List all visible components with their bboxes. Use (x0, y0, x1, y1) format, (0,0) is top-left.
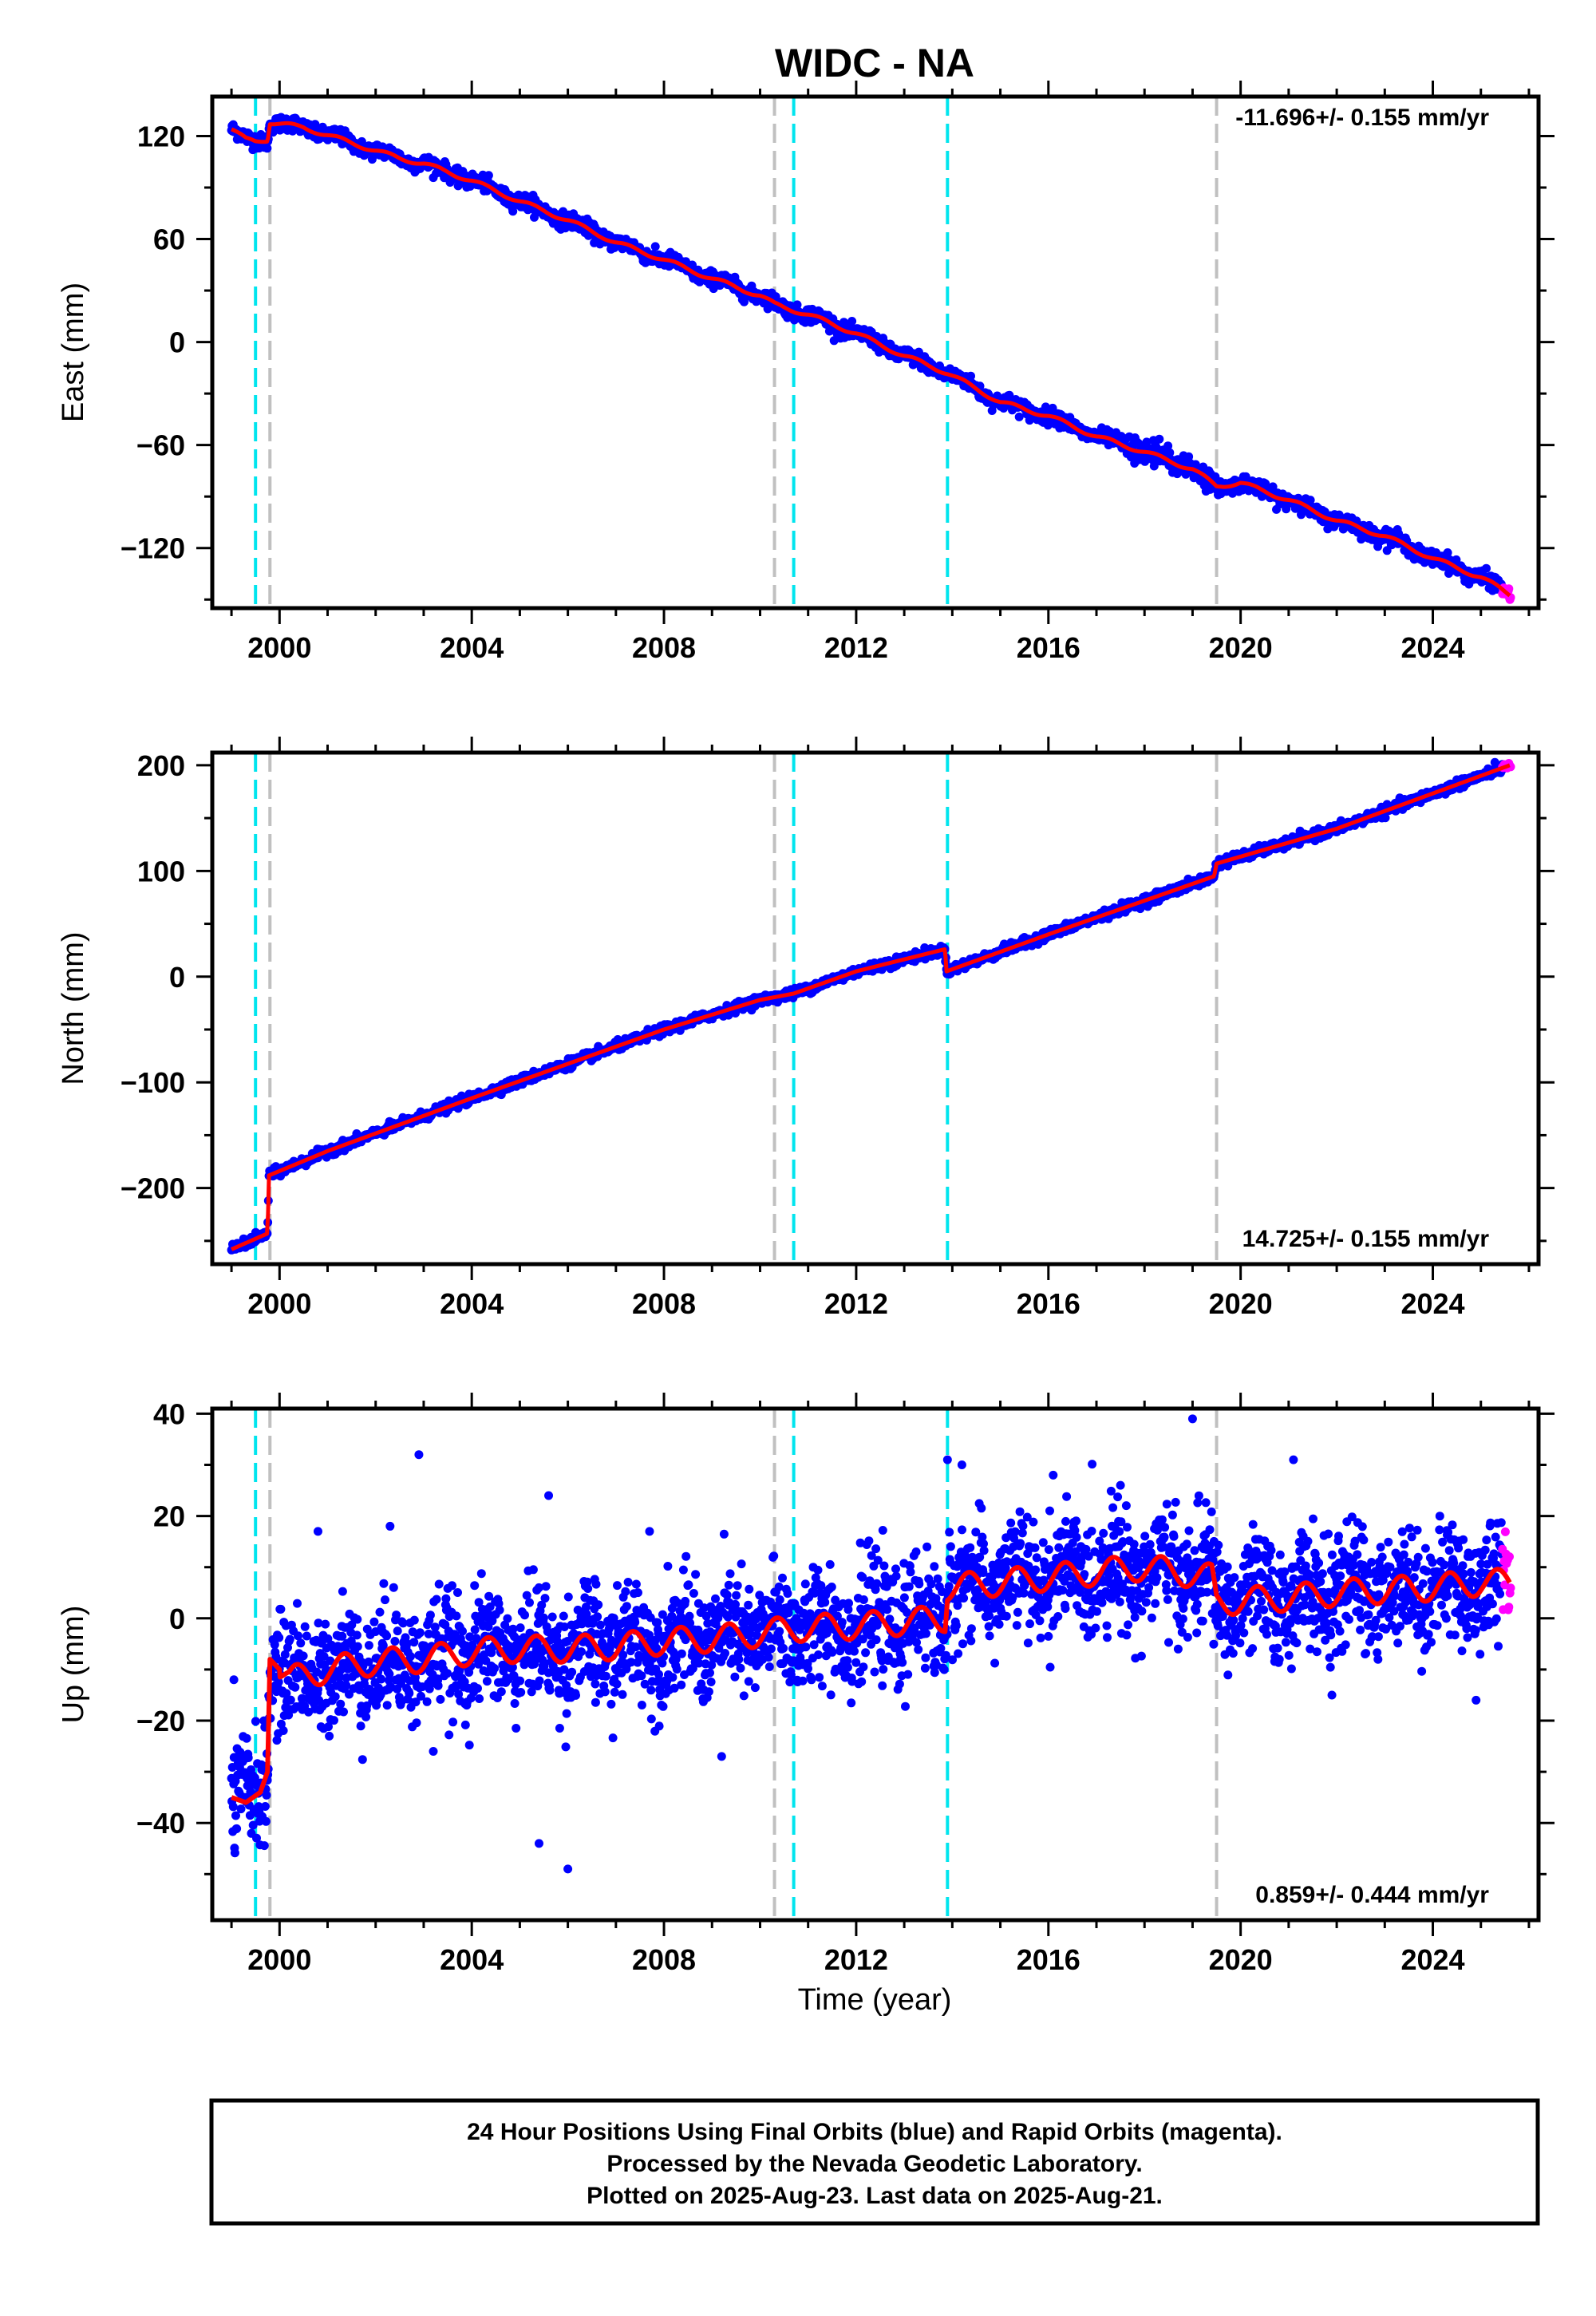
east-y-tick-label: 120 (137, 120, 185, 152)
east-data-point (1482, 563, 1491, 573)
north-y-tick-label: 100 (137, 855, 185, 887)
east-y-tick-label: 60 (153, 223, 185, 256)
north-rate-annotation: 14.725+/- 0.155 mm/yr (1242, 1226, 1490, 1252)
up-data-point (261, 1816, 271, 1826)
north-x-tick-label: 2024 (1400, 1287, 1464, 1320)
up-data-point (285, 1634, 294, 1644)
up-data-point (275, 1633, 284, 1642)
east-rate-annotation: -11.696+/- 0.155 mm/yr (1235, 105, 1489, 131)
up-data-points (227, 1414, 1515, 1874)
east-data-point (530, 212, 539, 222)
up-data-point (364, 1641, 373, 1650)
north-x-tick-label: 2008 (632, 1287, 696, 1320)
up-data-point (353, 1642, 362, 1651)
east-data-point (484, 171, 493, 180)
east-data-point (966, 371, 975, 381)
east-data-point (847, 317, 857, 326)
north-panel: 2000 2004 2008 2012 2016 2020 2024 200 100 0 −100 −… (57, 737, 1555, 1320)
north-y-tick-label: −200 (120, 1172, 185, 1205)
up-data-point (352, 1630, 361, 1640)
east-x-tick-label: 2008 (632, 631, 696, 664)
up-data-point (356, 1721, 365, 1731)
up-data-point (302, 1631, 311, 1641)
north-x-tick-label: 2016 (1017, 1287, 1080, 1320)
north-y-tick-label: 200 (137, 749, 185, 782)
up-data-point (358, 1755, 367, 1765)
up-data-point (336, 1699, 346, 1709)
north-x-tick-label: 2012 (824, 1287, 888, 1320)
up-data-point (259, 1841, 269, 1851)
east-x-tick-label: 2004 (440, 631, 504, 664)
up-data-point (338, 1587, 347, 1596)
east-y-tick-label: −60 (136, 429, 185, 462)
up-data-point (290, 1682, 300, 1692)
east-panel: 2000 2004 2008 2012 2016 2020 2024 120 60 0 −60 −12… (57, 81, 1555, 664)
up-data-point (242, 1733, 251, 1743)
up-data-point (298, 1651, 308, 1661)
up-data-point (251, 1717, 260, 1726)
north-x-tick-label: 2000 (247, 1287, 311, 1320)
north-x-tick-label: 2004 (440, 1287, 504, 1320)
east-data-point (508, 207, 518, 216)
up-data-point (228, 1802, 238, 1812)
east-data-point (792, 300, 802, 310)
north-x-tick-label: 2020 (1209, 1287, 1273, 1320)
up-data-point (260, 1802, 270, 1811)
east-axes: 2000 2004 2008 2012 2016 2020 2024 120 60 0 −60 −12… (120, 81, 1555, 664)
east-data-point (1155, 434, 1164, 444)
east-x-tick-label: 2000 (247, 631, 311, 664)
east-y-axis-label: East (mm) (57, 283, 90, 422)
up-data-point (338, 1631, 347, 1641)
east-data-points (227, 113, 1515, 604)
east-data-point (650, 242, 660, 251)
up-data-point (321, 1619, 330, 1629)
up-data-point (375, 1607, 385, 1617)
up-data-point (325, 1731, 334, 1741)
up-data-point (276, 1604, 286, 1614)
up-data-point (236, 1804, 246, 1814)
north-y-tick-label: −100 (120, 1066, 185, 1099)
east-x-tick-label: 2024 (1400, 631, 1464, 664)
chart-title: WIDC - NA (775, 41, 974, 85)
up-data-point (339, 1707, 348, 1717)
up-data-point (353, 1614, 362, 1624)
up-data-point (286, 1695, 295, 1705)
east-y-tick-label: −120 (120, 532, 185, 565)
east-model-curve (230, 121, 1511, 598)
up-data-point (369, 1617, 379, 1626)
east-x-tick-label: 2016 (1017, 631, 1080, 664)
up-data-point (230, 1848, 239, 1858)
east-offset-lines (254, 97, 1219, 608)
east-x-tick-label: 2012 (824, 631, 888, 664)
up-panel: 2000 2004 2008 2012 2016 2020 202440200−20−40 … (57, 1393, 1555, 1976)
east-x-tick-label: 2020 (1209, 631, 1273, 664)
up-data-point (296, 1638, 306, 1648)
up-data-point (262, 1790, 271, 1800)
east-data-point (1014, 412, 1024, 421)
north-y-tick-label: 0 (169, 961, 185, 994)
up-data-point (300, 1622, 310, 1631)
north-y-axis-label: North (mm) (57, 931, 90, 1085)
east-data-point (263, 144, 272, 153)
up-data-point (279, 1726, 288, 1735)
up-data-point (330, 1692, 340, 1701)
up-data-point (232, 1824, 242, 1833)
east-data-point (310, 120, 320, 129)
east-y-tick-label: 0 (169, 326, 185, 359)
up-data-point (330, 1716, 338, 1725)
up-data-point (243, 1753, 253, 1762)
up-data-point (293, 1599, 302, 1608)
